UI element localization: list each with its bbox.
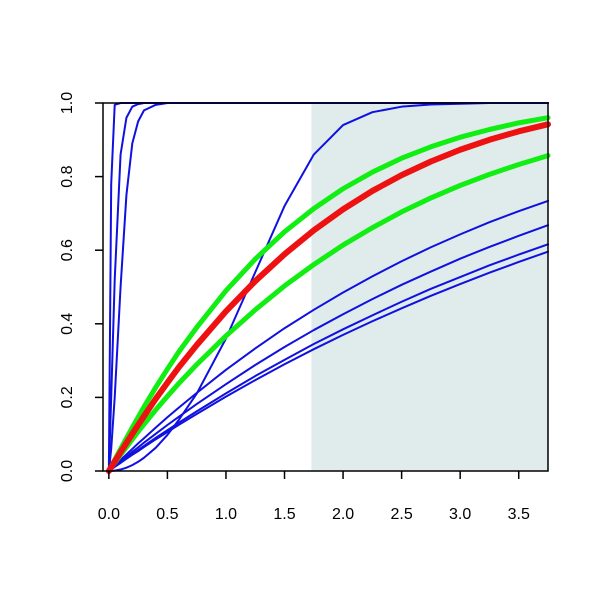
series-line-blue-4 (107, 102, 549, 472)
x-tick-label: 3.0 (449, 506, 471, 523)
series-line-blue-6 (107, 224, 549, 472)
y-axis: 0.0 0.2 0.4 0.6 0.8 1.0 (59, 92, 103, 482)
x-axis: 0.0 0.5 1.0 1.5 2.0 2.5 3.0 3.5 (98, 471, 530, 523)
y-tick-label: 0.0 (59, 460, 76, 482)
y-tick-label: 1.0 (59, 92, 76, 114)
plot-frame (102, 102, 549, 472)
x-tick-label: 2.5 (390, 506, 412, 523)
y-tick-label: 0.4 (59, 313, 76, 335)
x-tick-label: 0.0 (98, 506, 120, 523)
shaded-region (311, 103, 548, 471)
y-tick-label: 0.6 (59, 239, 76, 261)
series-line-blue-5 (107, 199, 549, 472)
x-tick-label: 1.5 (273, 506, 295, 523)
x-tick-label: 2.0 (332, 506, 354, 523)
y-tick-label: 0.8 (59, 165, 76, 187)
y-tick-label: 0.2 (59, 386, 76, 408)
series-line-red-11 (105, 121, 551, 474)
x-tick-label: 3.5 (508, 506, 530, 523)
x-tick-label: 0.5 (156, 506, 178, 523)
series-line-blue-8 (107, 250, 549, 472)
x-tick-label: 1.0 (215, 506, 237, 523)
